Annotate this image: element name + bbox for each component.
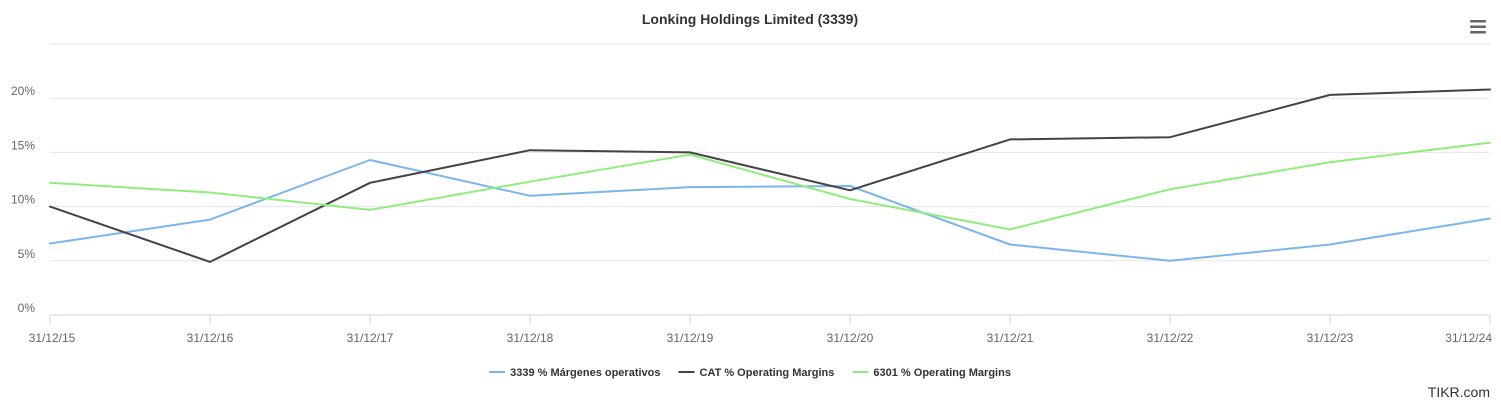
x-tick-label: 31/12/21 [987, 331, 1034, 345]
credit-watermark[interactable]: TIKR.com [1428, 384, 1490, 400]
y-tick-label: 20% [11, 84, 35, 98]
y-axis: 0% 5% 10% 15% 20% [11, 84, 35, 315]
x-tick-label: 31/12/17 [347, 331, 394, 345]
x-tick-label: 31/12/16 [187, 331, 234, 345]
hamburger-menu-icon[interactable] [1466, 16, 1490, 38]
chart-title: Lonking Holdings Limited (3339) [642, 11, 858, 27]
legend-item-2[interactable]: 6301 % Operating Margins [852, 367, 1011, 379]
legend-label: 6301 % Operating Margins [873, 367, 1011, 379]
grid-layer [50, 43, 1490, 262]
legend-label: CAT % Operating Margins [700, 367, 835, 379]
y-tick-label: 10% [11, 193, 35, 207]
series-line-1[interactable] [49, 88, 1491, 263]
x-tick-label: 31/12/24 [1445, 331, 1492, 345]
series-line-2[interactable] [49, 141, 1491, 231]
y-tick-label: 5% [18, 247, 36, 261]
series-line-0[interactable] [49, 159, 1491, 262]
y-tick-label: 15% [11, 138, 35, 152]
y-tick-label: 0% [18, 301, 36, 315]
x-tick-label: 31/12/18 [507, 331, 554, 345]
x-tick-label: 31/12/19 [667, 331, 714, 345]
x-tick-label: 31/12/20 [827, 331, 874, 345]
series-layer [49, 88, 1491, 263]
legend-label: 3339 % Márgenes operativos [510, 367, 660, 379]
x-tick-label: 31/12/22 [1147, 331, 1194, 345]
legend: 3339 % Márgenes operativos CAT % Operatin… [489, 367, 1011, 379]
x-tick-label: 31/12/15 [29, 331, 76, 345]
legend-item-0[interactable]: 3339 % Márgenes operativos [489, 367, 661, 379]
x-tick-label: 31/12/23 [1307, 331, 1354, 345]
x-axis: 31/12/15 31/12/16 31/12/17 31/12/18 31/12/19… [29, 314, 1492, 345]
legend-item-1[interactable]: CAT % Operating Margins [678, 367, 835, 379]
